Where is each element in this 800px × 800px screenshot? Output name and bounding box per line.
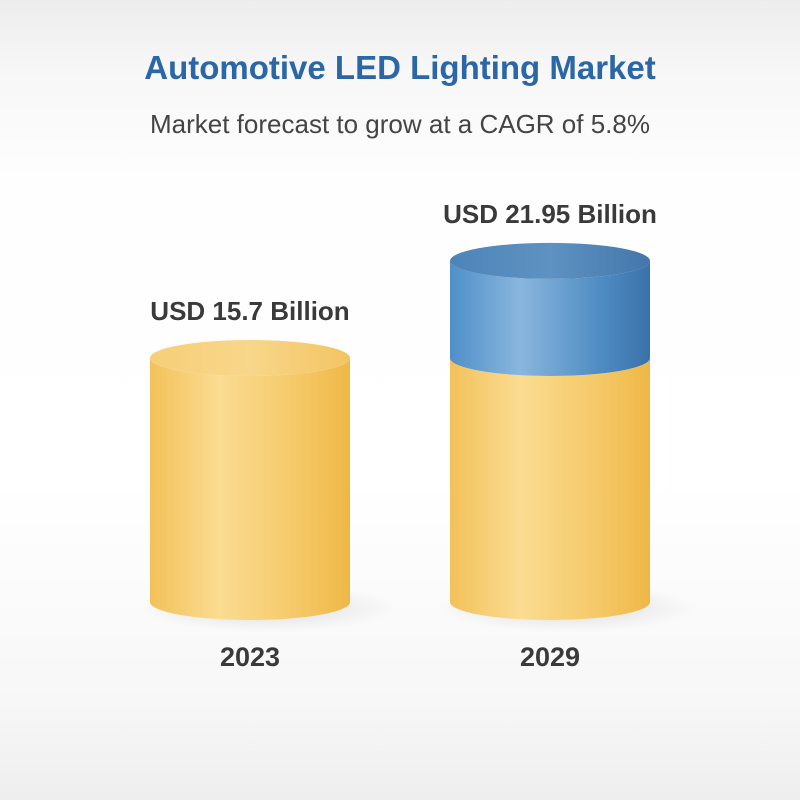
bar-2023 (140, 340, 396, 632)
category-label: 2029 (520, 642, 580, 672)
data-label: USD 15.7 Billion (150, 296, 349, 326)
bar-growth-segment (450, 260, 650, 376)
bar-top-cap (150, 340, 350, 376)
chart-subtitle: Market forecast to grow at a CAGR of 5.8… (150, 109, 650, 139)
category-label: 2023 (220, 642, 280, 672)
bar-base-segment (150, 358, 350, 620)
bar-top-cap (450, 242, 650, 279)
bar-base-segment (450, 358, 650, 620)
bar-2029 (440, 242, 696, 632)
data-label: USD 21.95 Billion (443, 199, 657, 229)
chart-title: Automotive LED Lighting Market (144, 49, 656, 86)
